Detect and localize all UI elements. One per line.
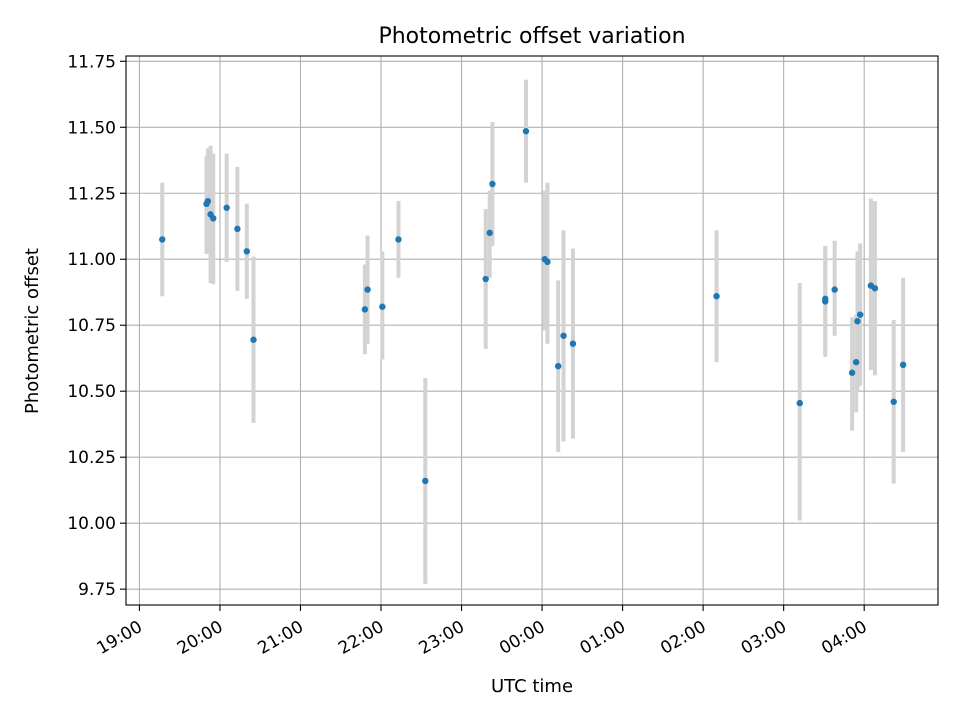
y-tick-label: 11.50	[67, 118, 116, 138]
data-point	[422, 477, 429, 485]
data-point	[569, 340, 577, 347]
data-point	[890, 398, 897, 405]
data-point	[899, 361, 907, 369]
data-point	[831, 286, 838, 293]
data-point	[159, 236, 166, 243]
data-point	[560, 332, 567, 339]
y-tick-label: 11.00	[67, 250, 116, 270]
data-point	[379, 303, 386, 310]
y-tick-label: 10.25	[67, 448, 116, 468]
y-tick-label: 10.75	[67, 316, 116, 336]
data-point	[223, 204, 230, 211]
data-point	[544, 258, 551, 266]
data-point	[210, 215, 217, 222]
data-point	[364, 286, 371, 293]
data-point	[554, 362, 562, 370]
data-points	[159, 128, 907, 485]
x-axis-label: UTC time	[491, 676, 573, 697]
data-point	[489, 180, 496, 188]
chart-title: Photometric offset variation	[378, 24, 685, 49]
plot-frame	[125, 55, 939, 606]
data-point	[250, 336, 257, 343]
data-point	[204, 197, 212, 205]
data-point	[854, 318, 861, 325]
y-axis-label: Photometric offset	[22, 248, 43, 414]
data-point	[361, 306, 369, 313]
data-point	[713, 292, 720, 300]
y-tick-label: 10.00	[67, 514, 116, 534]
data-point	[871, 285, 879, 292]
y-tick-label: 9.75	[78, 580, 116, 600]
data-point	[482, 275, 489, 283]
y-tick-label: 10.50	[67, 382, 116, 402]
data-point	[234, 225, 241, 233]
data-point	[848, 369, 856, 376]
data-point	[522, 128, 530, 135]
data-point	[395, 236, 402, 243]
y-tick-label: 11.25	[67, 184, 116, 204]
data-point	[243, 248, 250, 255]
y-tick-label: 11.75	[67, 52, 116, 72]
data-point	[856, 311, 864, 318]
data-point	[486, 229, 493, 237]
data-point	[852, 358, 860, 366]
data-point	[822, 295, 829, 303]
data-point	[796, 399, 803, 407]
grid-lines	[126, 56, 938, 605]
